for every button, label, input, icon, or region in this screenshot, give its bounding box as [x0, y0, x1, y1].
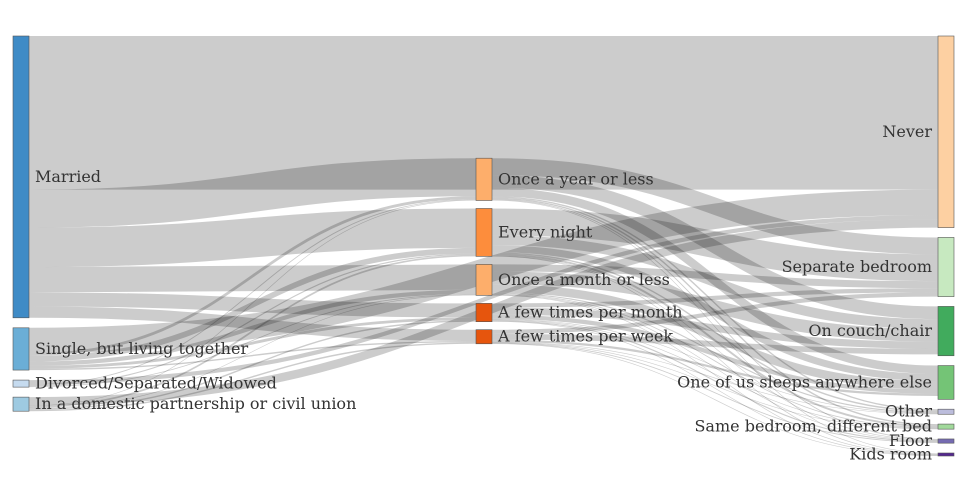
- link-month-to-other: [491, 292, 939, 414]
- link-divorced-to-month: [28, 293, 477, 388]
- link-fewmonth-to-couch: [491, 307, 939, 349]
- link-divorced-to-never: [28, 214, 939, 385]
- link-night-to-floor: [491, 255, 939, 441]
- node-divorced[interactable]: [12, 379, 30, 388]
- node-couch[interactable]: [937, 306, 955, 357]
- node-never[interactable]: [937, 35, 955, 228]
- node-label-floor: Floor: [889, 431, 932, 450]
- link-year-to-kids: [491, 199, 939, 454]
- link-married-to-fewmonth: [28, 292, 477, 318]
- link-year-to-anywhere: [491, 187, 939, 375]
- link-night-to-samebed: [491, 253, 939, 428]
- link-year-to-separate: [491, 158, 939, 255]
- link-fewmonth-to-floor: [491, 320, 939, 443]
- link-divorced-to-night: [28, 253, 477, 387]
- node-label-fewmonth: A few times per month: [497, 303, 683, 322]
- links-layer: [28, 35, 939, 457]
- labels-layer: Married Single, but living together Divorc…: [35, 122, 932, 464]
- link-night-to-couch: [491, 235, 939, 329]
- link-fewmonth-to-other: [491, 318, 939, 414]
- link-domestic-to-year: [28, 199, 477, 407]
- node-year[interactable]: [475, 157, 493, 201]
- node-fewmonth[interactable]: [475, 303, 493, 323]
- node-anywhere[interactable]: [937, 365, 955, 400]
- link-single-to-year: [28, 196, 477, 356]
- link-night-to-kids: [491, 255, 939, 455]
- link-year-to-floor: [491, 199, 939, 440]
- link-fewweek-to-other: [491, 341, 939, 415]
- link-month-to-floor: [491, 294, 939, 441]
- link-month-to-couch: [491, 271, 939, 342]
- node-label-kids: Kids room: [849, 445, 932, 464]
- link-month-to-anywhere: [491, 284, 939, 390]
- node-married[interactable]: [12, 35, 30, 319]
- node-night[interactable]: [475, 208, 493, 257]
- link-married-to-night: [28, 208, 477, 268]
- link-domestic-to-month: [28, 294, 477, 409]
- node-label-married: Married: [35, 167, 101, 186]
- node-domestic[interactable]: [12, 396, 30, 412]
- node-month[interactable]: [475, 264, 493, 296]
- node-separate[interactable]: [937, 237, 955, 297]
- link-single-to-night: [28, 247, 477, 362]
- node-floor[interactable]: [937, 438, 955, 444]
- link-fewweek-to-kids: [491, 343, 939, 457]
- link-year-to-samebed: [491, 197, 939, 426]
- node-label-anywhere: One of us sleeps anywhere else: [677, 372, 932, 391]
- link-fewweek-to-samebed: [491, 342, 939, 430]
- link-fewweek-to-separate: [491, 292, 939, 334]
- link-domestic-to-night: [28, 254, 477, 408]
- link-single-to-fewmonth: [28, 317, 477, 369]
- node-label-month: Once a month or less: [498, 270, 670, 289]
- node-other[interactable]: [937, 408, 955, 415]
- link-fewweek-to-anywhere: [491, 339, 939, 396]
- link-fewmonth-to-separate: [491, 288, 939, 308]
- link-single-to-month: [28, 289, 477, 366]
- link-night-to-anywhere: [491, 245, 939, 382]
- link-night-to-other: [491, 252, 939, 413]
- link-domestic-to-fewweek: [28, 342, 477, 412]
- node-samebed[interactable]: [937, 423, 955, 430]
- node-label-night: Every night: [498, 222, 593, 241]
- node-label-single: Single, but living together: [35, 339, 248, 358]
- node-fewweek[interactable]: [475, 329, 493, 345]
- link-fewweek-to-couch: [491, 333, 939, 355]
- link-domestic-to-fewmonth: [28, 320, 477, 410]
- link-year-to-other: [491, 196, 939, 411]
- node-label-never: Never: [882, 122, 932, 141]
- link-fewweek-to-floor: [491, 342, 939, 443]
- link-married-to-month: [28, 264, 477, 293]
- link-fewmonth-to-samebed: [491, 319, 939, 429]
- link-night-to-separate: [491, 208, 939, 282]
- node-label-fewweek: A few times per week: [497, 327, 673, 346]
- link-year-to-couch: [491, 175, 939, 320]
- nodes-layer: [12, 35, 955, 457]
- node-label-samebed: Same bedroom, different bed: [694, 417, 932, 436]
- link-month-to-kids: [491, 294, 939, 456]
- link-married-to-year: [28, 158, 477, 228]
- link-fewmonth-to-anywhere: [491, 314, 939, 394]
- node-label-couch: On couch/chair: [808, 321, 932, 340]
- node-label-divorced: Divorced/Separated/Widowed: [35, 374, 277, 393]
- link-single-to-fewweek: [28, 340, 477, 371]
- node-single[interactable]: [12, 327, 30, 371]
- link-married-to-fewweek: [28, 306, 477, 341]
- node-kids[interactable]: [937, 452, 955, 457]
- link-divorced-to-year: [28, 199, 477, 386]
- node-label-domestic: In a domestic partnership or civil union: [35, 394, 356, 413]
- node-label-other: Other: [885, 402, 932, 421]
- node-label-separate: Separate bedroom: [782, 257, 932, 276]
- link-month-to-samebed: [491, 293, 939, 429]
- link-month-to-separate: [491, 264, 939, 289]
- node-label-year: Once a year or less: [498, 169, 654, 188]
- link-fewmonth-to-kids: [491, 320, 939, 456]
